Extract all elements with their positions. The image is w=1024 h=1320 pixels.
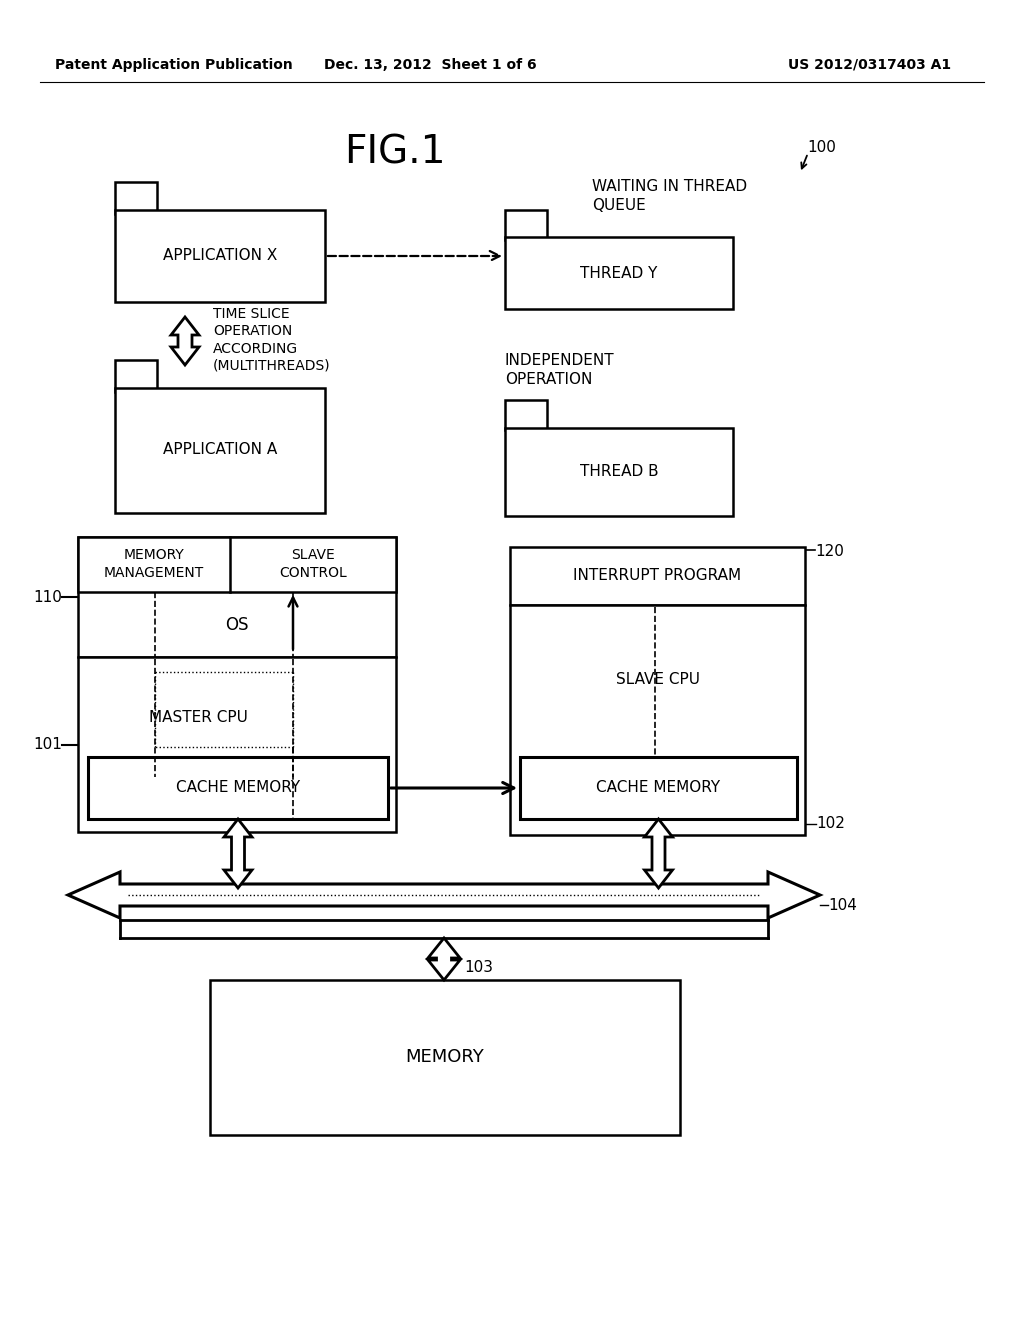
Bar: [505, 210, 547, 240]
Bar: [115, 360, 157, 392]
Text: THREAD B: THREAD B: [580, 465, 658, 479]
Text: INDEPENDENT
OPERATION: INDEPENDENT OPERATION: [505, 354, 614, 387]
Text: CACHE MEMORY: CACHE MEMORY: [596, 780, 721, 796]
Bar: [510, 546, 805, 605]
Polygon shape: [428, 939, 460, 979]
Text: Dec. 13, 2012  Sheet 1 of 6: Dec. 13, 2012 Sheet 1 of 6: [324, 58, 537, 73]
Text: THREAD Y: THREAD Y: [581, 265, 657, 281]
Polygon shape: [68, 873, 820, 917]
Bar: [88, 756, 388, 818]
Bar: [210, 979, 680, 1135]
Text: 103: 103: [464, 961, 493, 975]
Text: 120: 120: [815, 544, 844, 560]
Bar: [115, 210, 325, 302]
Bar: [115, 388, 325, 513]
Text: SLAVE CPU: SLAVE CPU: [615, 672, 699, 688]
Text: TIME SLICE
OPERATION
ACCORDING
(MULTITHREADS): TIME SLICE OPERATION ACCORDING (MULTITHR…: [213, 308, 331, 374]
Bar: [505, 238, 733, 309]
Text: INTERRUPT PROGRAM: INTERRUPT PROGRAM: [573, 569, 741, 583]
Bar: [78, 537, 396, 591]
Text: OS: OS: [225, 616, 249, 634]
Text: 104: 104: [828, 898, 857, 912]
Text: MASTER CPU: MASTER CPU: [148, 710, 248, 725]
Text: MEMORY: MEMORY: [406, 1048, 484, 1067]
Text: US 2012/0317403 A1: US 2012/0317403 A1: [788, 58, 951, 73]
Text: 101: 101: [33, 737, 62, 752]
Text: APPLICATION A: APPLICATION A: [163, 442, 278, 458]
Text: Patent Application Publication: Patent Application Publication: [55, 58, 293, 73]
Polygon shape: [224, 818, 252, 888]
Text: 110: 110: [33, 590, 62, 605]
Bar: [505, 400, 547, 430]
Text: 100: 100: [807, 140, 836, 156]
Text: CACHE MEMORY: CACHE MEMORY: [176, 780, 300, 796]
Text: 102: 102: [816, 817, 845, 832]
Text: WAITING IN THREAD
QUEUE: WAITING IN THREAD QUEUE: [592, 180, 748, 213]
Bar: [510, 605, 805, 836]
Bar: [78, 537, 396, 657]
Text: FIG.1: FIG.1: [344, 133, 445, 172]
Bar: [505, 428, 733, 516]
Text: MEMORY
MANAGEMENT: MEMORY MANAGEMENT: [103, 548, 204, 579]
Bar: [115, 182, 157, 214]
Bar: [78, 657, 396, 832]
Bar: [520, 756, 797, 818]
Text: SLAVE
CONTROL: SLAVE CONTROL: [280, 548, 347, 579]
Text: APPLICATION X: APPLICATION X: [163, 248, 278, 264]
Polygon shape: [171, 317, 199, 366]
Polygon shape: [644, 818, 673, 888]
